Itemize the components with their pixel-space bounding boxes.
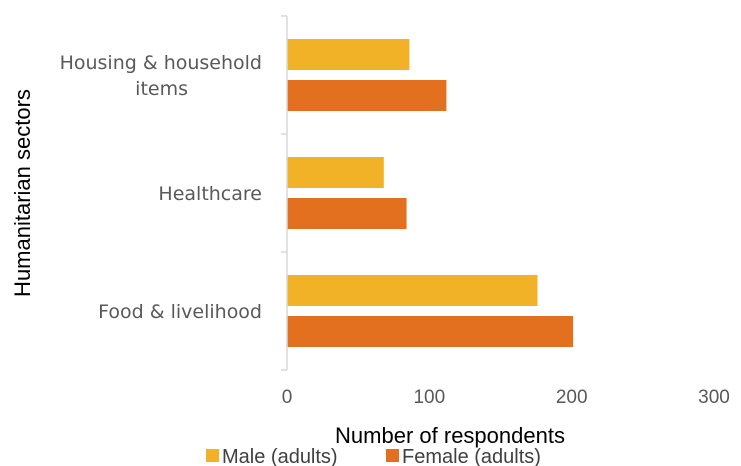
category-label: items	[135, 78, 188, 100]
legend-label: Male (adults)	[222, 446, 338, 466]
bar-male-1	[287, 157, 384, 188]
x-tick-labels: 0 100 200 300	[282, 387, 730, 408]
y-axis-ticks	[281, 15, 287, 371]
x-tick-label: 200	[556, 387, 588, 408]
bar-male-0	[287, 39, 410, 70]
bar-male-2	[287, 275, 538, 306]
x-tick-label: 0	[282, 387, 293, 408]
bar-female-2	[287, 316, 574, 347]
category-label: Food & livelihood	[98, 301, 262, 323]
x-tick-label: 100	[413, 387, 445, 408]
bars-group	[287, 39, 574, 347]
legend-swatch	[206, 449, 219, 462]
legend-label: Female (adults)	[402, 446, 541, 466]
bar-female-0	[287, 80, 447, 111]
legend: Male (adults) Female (adults)	[206, 446, 541, 466]
category-label: Healthcare	[158, 183, 262, 205]
x-tick-label: 300	[698, 387, 730, 408]
x-axis-title: Number of respondents	[335, 423, 565, 448]
legend-swatch	[386, 449, 399, 462]
category-labels: Housing & household items Healthcare Food &…	[60, 52, 262, 323]
category-label: Housing & household	[60, 52, 262, 74]
y-axis-title: Humanitarian sectors	[10, 89, 35, 297]
bar-female-1	[287, 198, 407, 229]
